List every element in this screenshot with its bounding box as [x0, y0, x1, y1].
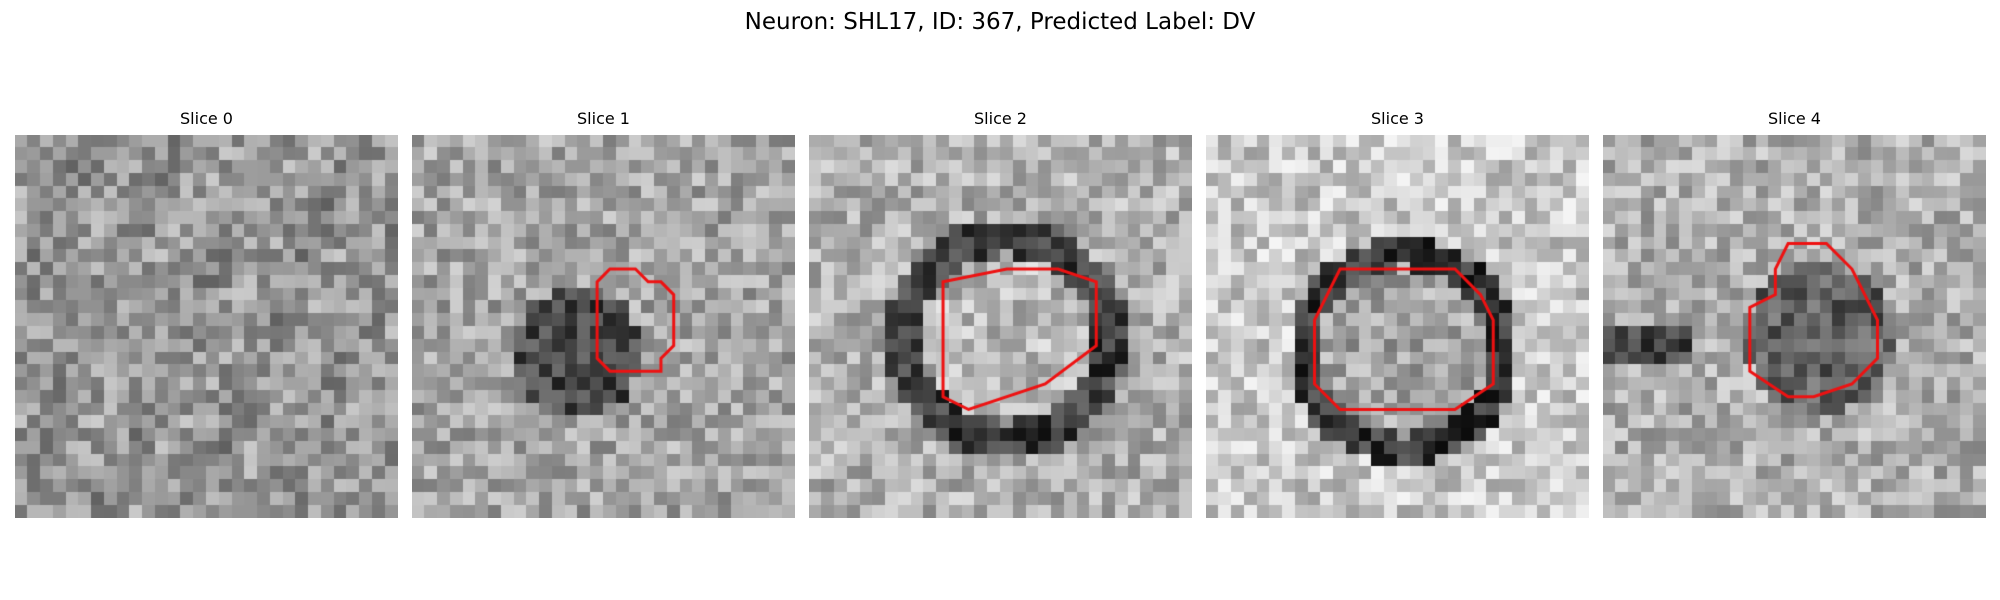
- slice-panel-1: Slice 1: [412, 107, 795, 547]
- slice-title: Slice 0: [180, 109, 233, 128]
- slice-image: [1603, 135, 1986, 518]
- slice-panel-3: Slice 3: [1206, 107, 1589, 547]
- slice-title: Slice 1: [577, 109, 630, 128]
- slice-title: Slice 4: [1768, 109, 1821, 128]
- slice-image: [1206, 135, 1589, 518]
- slice-image: [809, 135, 1192, 518]
- slice-panel-2: Slice 2: [809, 107, 1192, 547]
- slice-title: Slice 3: [1371, 109, 1424, 128]
- slice-image: [15, 135, 398, 518]
- slice-panel-4: Slice 4: [1603, 107, 1986, 547]
- figure-title: Neuron: SHL17, ID: 367, Predicted Label:…: [744, 9, 1256, 35]
- slice-image: [412, 135, 795, 518]
- slice-panel-0: Slice 0: [15, 107, 398, 547]
- slice-title: Slice 2: [974, 109, 1027, 128]
